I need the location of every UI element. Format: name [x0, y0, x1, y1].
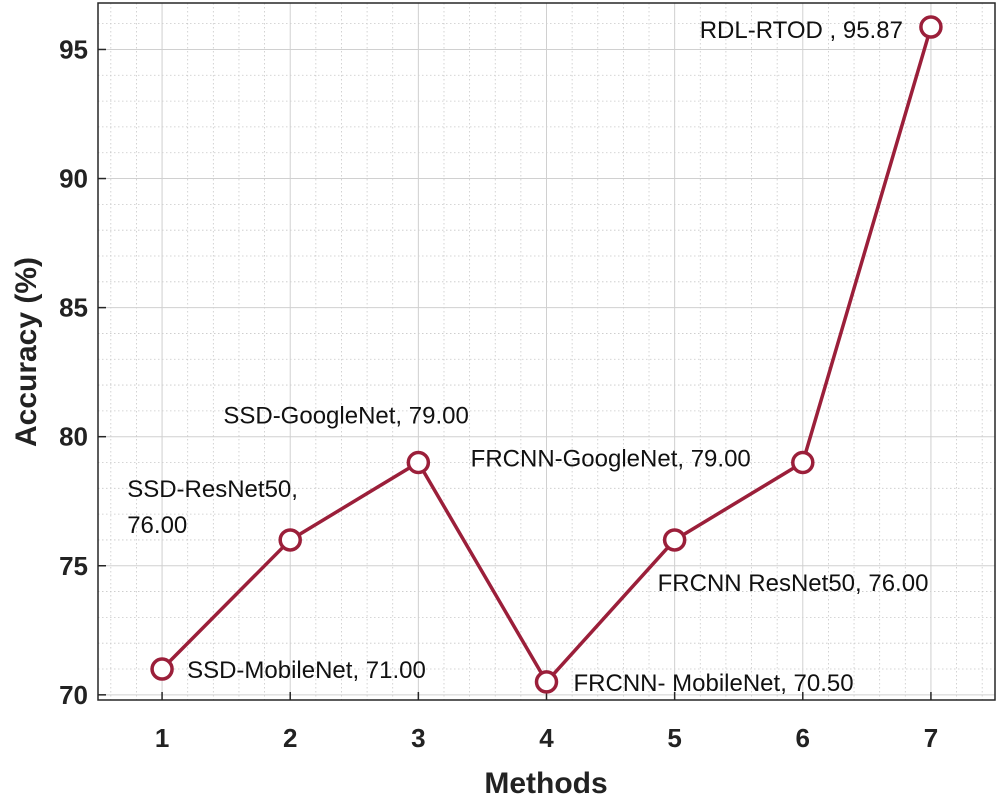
annotation-label: SSD-ResNet50, [127, 476, 298, 503]
major-grid [98, 3, 995, 700]
data-point [662, 528, 687, 552]
data-point [791, 450, 815, 475]
annotation-label: 76.00 [127, 512, 187, 539]
y-tick-label: 80 [59, 422, 88, 452]
x-tick-label: 3 [411, 723, 425, 753]
annotation-label: SSD-MobileNet, 71.00 [187, 657, 426, 684]
y-tick-label: 95 [59, 34, 88, 64]
data-point [534, 670, 559, 694]
x-tick-label: 6 [796, 723, 810, 753]
x-tick-label: 2 [283, 723, 297, 753]
data-point [278, 528, 302, 552]
annotations: SSD-MobileNet, 71.00 SSD-ResNet50, 76.00 S… [127, 17, 928, 697]
x-tick-label: 1 [155, 723, 169, 753]
annotation-label: FRCNN ResNet50, 76.00 [658, 570, 929, 597]
annotation-label: FRCNN- MobileNet, 70.50 [574, 670, 854, 697]
annotation-label: RDL-RTOD , 95.87 [700, 17, 903, 44]
x-axis-title: Methods [484, 767, 607, 800]
x-tick-label: 7 [924, 723, 938, 753]
y-axis-ticks: 70 75 80 85 90 95 [59, 34, 106, 710]
y-tick-label: 90 [59, 164, 88, 194]
x-tick-label: 4 [539, 723, 554, 753]
annotation-label: SSD-GoogleNet, 79.00 [223, 403, 468, 430]
y-axis-title: Accuracy (%) [10, 257, 43, 447]
y-tick-label: 85 [59, 293, 88, 323]
y-tick-label: 70 [59, 680, 88, 710]
data-point [150, 657, 174, 681]
x-tick-label: 5 [667, 723, 681, 753]
series-group [150, 15, 943, 694]
y-tick-label: 75 [59, 551, 88, 581]
x-axis-ticks: 1 2 3 4 5 6 7 [155, 692, 938, 753]
data-point [919, 15, 943, 39]
annotation-label: FRCNN-GoogleNet, 79.00 [471, 446, 751, 473]
data-point [406, 450, 431, 475]
